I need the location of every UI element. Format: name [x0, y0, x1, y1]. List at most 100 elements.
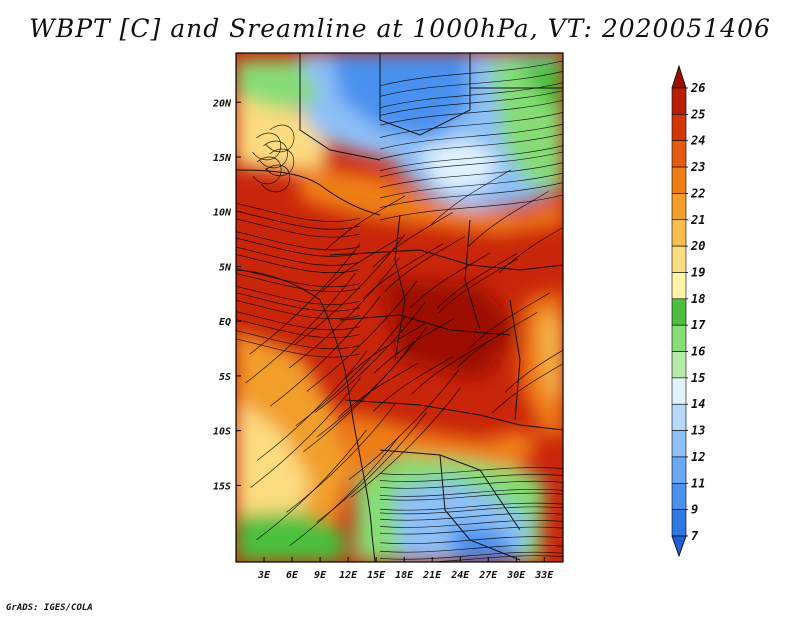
colorbar-label: 22: [690, 186, 705, 200]
colorbar-label: 24: [690, 134, 705, 148]
colorbar-label: 18: [691, 292, 705, 306]
streamline: [337, 362, 419, 419]
colorbar-swatch: [671, 114, 687, 142]
grads-credit: GrADS: IGES/COLA: [6, 603, 93, 613]
colorbar-label: 13: [691, 424, 705, 438]
x-tick-label: 24E: [450, 570, 470, 581]
streamline: [430, 169, 512, 226]
x-tick-label: 30E: [506, 570, 526, 581]
colorbar-label: 9: [691, 503, 698, 517]
streamline: [269, 296, 381, 407]
streamline: [289, 435, 400, 547]
country-border: [464, 219, 481, 331]
country-border: [236, 269, 376, 562]
streamline: [256, 429, 367, 541]
streamlines: [236, 60, 563, 562]
x-tick-label: 21E: [422, 570, 442, 581]
x-axis: 3E 6E 9E 12E 15E 18E 21E 24E 27E 30E 33E: [257, 557, 554, 581]
streamline: [236, 319, 361, 339]
country-border: [509, 299, 521, 421]
region-sahara-deepblue: [330, 53, 470, 140]
streamline: [236, 254, 361, 274]
colorbar-label: 11: [691, 476, 705, 490]
streamline: [436, 252, 518, 309]
streamline: [379, 474, 563, 482]
x-tick-label: 15E: [367, 570, 386, 581]
streamline: [294, 234, 406, 345]
wbpt-field: [236, 53, 563, 562]
country-border: [439, 454, 521, 561]
streamline: [236, 273, 361, 293]
streamline: [288, 257, 400, 369]
streamline: [379, 182, 563, 208]
streamline: [379, 520, 563, 528]
streamline: [236, 231, 361, 251]
chart-title: WBPT [C] and Sreamline at 1000hPa, VT: 2…: [29, 14, 771, 43]
streamline: [236, 202, 361, 222]
streamline: [236, 246, 361, 266]
streamline: [379, 492, 563, 501]
streamline: [379, 99, 563, 126]
streamline: [286, 402, 397, 513]
region-west-coast-yellow: [236, 90, 330, 175]
y-tick-label: 10S: [213, 427, 231, 438]
country-border: [394, 214, 406, 361]
y-tick-label: 10N: [213, 208, 232, 219]
region-nile-deepgreen: [520, 60, 563, 110]
colorbar-swatch: [671, 219, 687, 247]
streamline: [379, 506, 563, 515]
streamline: [379, 488, 563, 497]
colorbar-label: 14: [691, 397, 705, 411]
colorbar-swatch: [671, 377, 687, 405]
streamline: [379, 172, 563, 199]
x-tick-label: 33E: [534, 570, 554, 581]
colorbar-label: 17: [691, 318, 706, 332]
streamline: [379, 551, 563, 560]
streamline: [373, 318, 455, 374]
streamline: [259, 140, 288, 169]
colorbar-swatch: [671, 509, 687, 537]
colorbar-swatch: [671, 245, 687, 273]
country-border: [236, 169, 381, 216]
streamline: [379, 480, 563, 489]
streamline: [379, 112, 563, 138]
streamline: [379, 162, 563, 188]
colorbar-swatch: [671, 482, 687, 510]
streamline: [236, 237, 361, 257]
streamline: [344, 323, 426, 379]
streamline: [379, 555, 563, 562]
colorbar-label: 19: [691, 265, 705, 279]
country-border: [469, 87, 563, 110]
x-tick-label: 12E: [339, 570, 358, 581]
country-border: [299, 53, 381, 161]
streamline: [265, 148, 295, 177]
streamline: [236, 210, 361, 230]
country-border: [344, 399, 563, 431]
x-tick-label: 27E: [478, 570, 498, 581]
streamline: [379, 151, 563, 178]
region-angola-orange: [345, 410, 540, 480]
colorbar-swatch: [671, 298, 687, 326]
streamline: [303, 341, 414, 453]
colorbar-label: 7: [691, 529, 699, 543]
streamline: [379, 133, 563, 160]
streamline: [256, 350, 368, 461]
country-border: [339, 314, 511, 336]
streamline: [236, 311, 361, 331]
streamline: [409, 252, 491, 309]
streamline: [411, 339, 492, 395]
x-tick-label: 6E: [286, 570, 299, 581]
y-tick-label: 15N: [213, 153, 232, 164]
streamline: [469, 292, 550, 349]
streamline: [379, 512, 563, 521]
streamline: [236, 268, 361, 288]
streamline: [261, 164, 291, 193]
streamline: [379, 502, 563, 511]
streamline: [491, 363, 563, 414]
colorbar-swatch: [671, 403, 687, 431]
colorbar-label: 26: [690, 81, 705, 95]
colorbar-swatch: [671, 456, 687, 484]
y-axis: 20N 15N 10N 5N EQ 5S 10S 15S: [212, 98, 241, 492]
colorbar-swatch: [671, 87, 687, 115]
